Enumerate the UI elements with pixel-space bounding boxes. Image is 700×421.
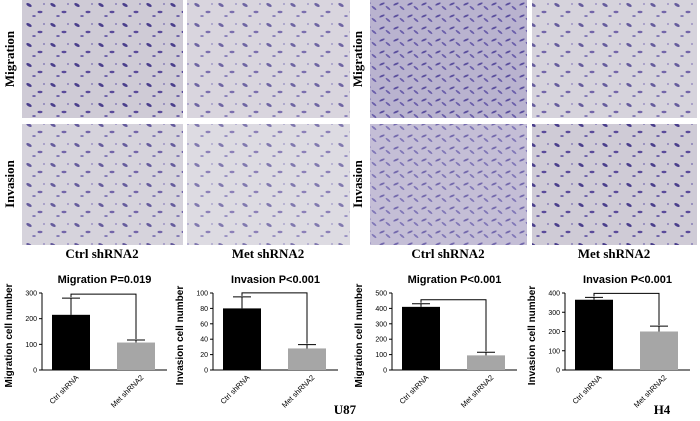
- y-tick-label: 300: [548, 310, 560, 317]
- chart-title: Invasion P<0.001: [231, 274, 320, 286]
- y-tick-label: 100: [196, 291, 208, 298]
- micrograph: [370, 0, 527, 118]
- x-tick-label: Met shRNA2: [280, 373, 316, 409]
- x-tick-label: Ctrl shRNA: [398, 373, 431, 406]
- y-tick-label: 40: [200, 337, 208, 344]
- micrograph: [22, 0, 183, 118]
- bar: [288, 348, 326, 370]
- chart-title: Migration P<0.001: [408, 274, 502, 286]
- bar: [467, 355, 505, 370]
- micrograph: [532, 124, 697, 245]
- y-axis-label: Invasion cell number: [175, 286, 186, 386]
- y-tick-label: 200: [25, 316, 37, 323]
- x-tick-label: Ctrl shRNA: [48, 373, 81, 406]
- row-label: Migration: [350, 30, 365, 87]
- micrographs: [22, 0, 697, 245]
- y-tick-label: 100: [25, 342, 37, 349]
- bar: [575, 299, 613, 370]
- y-tick-label: 400: [375, 306, 387, 313]
- x-tick-label: Met shRNA2: [109, 373, 145, 409]
- x-tick-label: Met shRNA2: [459, 373, 495, 409]
- y-tick-label: 200: [548, 329, 560, 336]
- row-label: Migration: [2, 30, 17, 87]
- micrograph: [370, 124, 527, 245]
- y-tick-label: 100: [548, 348, 560, 355]
- bar: [402, 306, 440, 370]
- y-tick-label: 300: [25, 291, 37, 298]
- y-tick-label: 100: [375, 352, 387, 359]
- y-axis-label: Migration cell number: [4, 283, 15, 387]
- y-tick-label: 80: [200, 306, 208, 313]
- significance-bracket: [593, 292, 660, 326]
- x-tick-label: Ctrl shRNA: [219, 373, 252, 406]
- y-tick-label: 500: [375, 291, 387, 298]
- column-label: Ctrl shRNA2: [411, 246, 484, 261]
- group-label: U87: [334, 402, 357, 417]
- y-tick-label: 20: [200, 352, 208, 359]
- micrograph: [187, 124, 350, 245]
- column-label: Ctrl shRNA2: [65, 246, 138, 261]
- y-tick-label: 300: [375, 321, 387, 328]
- y-axis-label: Invasion cell number: [527, 286, 538, 386]
- chart-title: Invasion P<0.001: [583, 274, 672, 286]
- bar: [640, 331, 678, 370]
- column-label: Met shRNA2: [578, 246, 651, 261]
- micrograph: [187, 0, 350, 118]
- y-tick-label: 0: [383, 368, 387, 375]
- column-label: Met shRNA2: [232, 246, 305, 261]
- bar: [117, 342, 155, 370]
- y-tick-label: 200: [375, 337, 387, 344]
- y-tick-label: 0: [204, 368, 208, 375]
- y-axis-label: Migration cell number: [354, 283, 365, 387]
- y-tick-label: 400: [548, 291, 560, 298]
- significance-bracket: [241, 292, 308, 344]
- y-tick-label: 60: [200, 321, 208, 328]
- row-label: Invasion: [350, 159, 365, 207]
- group-label: H4: [654, 402, 671, 417]
- micrograph: [532, 0, 697, 118]
- y-tick-label: 0: [33, 368, 37, 375]
- bar: [52, 314, 90, 370]
- micrograph: [22, 124, 183, 245]
- x-tick-label: Ctrl shRNA: [571, 373, 604, 406]
- row-label: Invasion: [2, 159, 17, 207]
- chart-title: Migration P=0.019: [58, 274, 152, 286]
- bar: [223, 308, 261, 370]
- significance-bracket: [420, 299, 487, 352]
- significance-bracket: [70, 293, 137, 339]
- y-tick-label: 0: [556, 368, 560, 375]
